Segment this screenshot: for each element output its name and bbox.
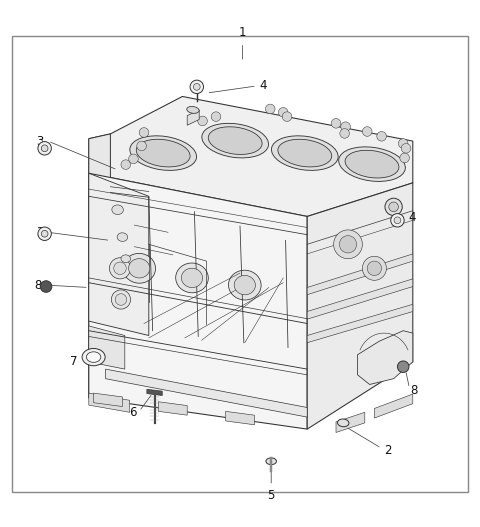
Polygon shape <box>307 304 413 343</box>
Ellipse shape <box>130 136 196 170</box>
Circle shape <box>121 160 131 169</box>
Circle shape <box>331 119 341 128</box>
FancyBboxPatch shape <box>12 35 468 492</box>
Circle shape <box>114 262 126 275</box>
Circle shape <box>377 132 386 141</box>
Text: 3: 3 <box>36 134 43 148</box>
Circle shape <box>334 230 362 259</box>
Polygon shape <box>226 412 254 425</box>
Circle shape <box>398 139 408 148</box>
Circle shape <box>38 227 51 240</box>
Circle shape <box>367 261 382 276</box>
Circle shape <box>109 258 131 279</box>
Circle shape <box>211 112 221 121</box>
Circle shape <box>137 141 146 151</box>
Circle shape <box>339 236 357 253</box>
Circle shape <box>391 213 404 227</box>
Text: 4: 4 <box>408 211 416 225</box>
Text: 6: 6 <box>130 406 137 419</box>
Circle shape <box>389 202 398 212</box>
Polygon shape <box>89 96 413 217</box>
Ellipse shape <box>272 136 338 170</box>
Circle shape <box>282 112 292 121</box>
Polygon shape <box>89 173 149 336</box>
Circle shape <box>193 83 200 90</box>
Circle shape <box>401 143 411 153</box>
Text: 4: 4 <box>259 80 267 92</box>
Ellipse shape <box>187 106 199 113</box>
Ellipse shape <box>345 150 399 178</box>
Circle shape <box>265 104 275 114</box>
Circle shape <box>341 122 350 132</box>
Ellipse shape <box>339 147 405 181</box>
Ellipse shape <box>121 255 131 262</box>
Ellipse shape <box>117 233 128 241</box>
Ellipse shape <box>202 123 268 158</box>
Circle shape <box>362 126 372 136</box>
Ellipse shape <box>176 263 208 293</box>
Ellipse shape <box>181 268 203 288</box>
Ellipse shape <box>234 276 255 295</box>
Ellipse shape <box>129 259 150 278</box>
Ellipse shape <box>208 127 262 154</box>
Polygon shape <box>307 279 413 319</box>
Circle shape <box>41 230 48 237</box>
Text: 3: 3 <box>36 226 43 239</box>
Circle shape <box>129 154 138 164</box>
Ellipse shape <box>136 139 190 167</box>
Text: 8: 8 <box>35 279 42 291</box>
Text: 8: 8 <box>410 384 418 397</box>
Ellipse shape <box>123 253 156 283</box>
Polygon shape <box>307 183 413 429</box>
Circle shape <box>397 361 409 373</box>
Polygon shape <box>89 173 307 429</box>
Polygon shape <box>89 134 110 398</box>
Ellipse shape <box>228 270 261 300</box>
Polygon shape <box>158 402 187 415</box>
Polygon shape <box>89 326 125 369</box>
Circle shape <box>385 198 402 216</box>
Circle shape <box>40 281 52 292</box>
Polygon shape <box>336 412 365 433</box>
Circle shape <box>139 128 149 137</box>
Polygon shape <box>374 394 413 418</box>
Text: 1: 1 <box>239 26 246 40</box>
Ellipse shape <box>112 205 123 214</box>
Polygon shape <box>94 393 122 406</box>
Circle shape <box>340 129 349 138</box>
Polygon shape <box>147 389 162 395</box>
Circle shape <box>41 145 48 152</box>
Polygon shape <box>89 393 130 412</box>
Circle shape <box>362 256 386 280</box>
Polygon shape <box>106 369 307 417</box>
Circle shape <box>400 153 409 163</box>
Polygon shape <box>187 110 199 125</box>
Ellipse shape <box>337 419 349 427</box>
Polygon shape <box>307 254 413 295</box>
Circle shape <box>111 290 131 309</box>
Ellipse shape <box>86 352 101 363</box>
Ellipse shape <box>278 139 332 167</box>
Text: 5: 5 <box>267 489 275 502</box>
Circle shape <box>190 80 204 94</box>
Ellipse shape <box>82 348 105 366</box>
Circle shape <box>394 217 401 223</box>
Text: 2: 2 <box>384 444 392 457</box>
Circle shape <box>198 116 207 126</box>
Circle shape <box>38 142 51 155</box>
Circle shape <box>278 108 288 117</box>
Ellipse shape <box>266 458 276 465</box>
Polygon shape <box>358 331 413 385</box>
Text: 7: 7 <box>70 355 77 368</box>
Circle shape <box>115 294 127 305</box>
